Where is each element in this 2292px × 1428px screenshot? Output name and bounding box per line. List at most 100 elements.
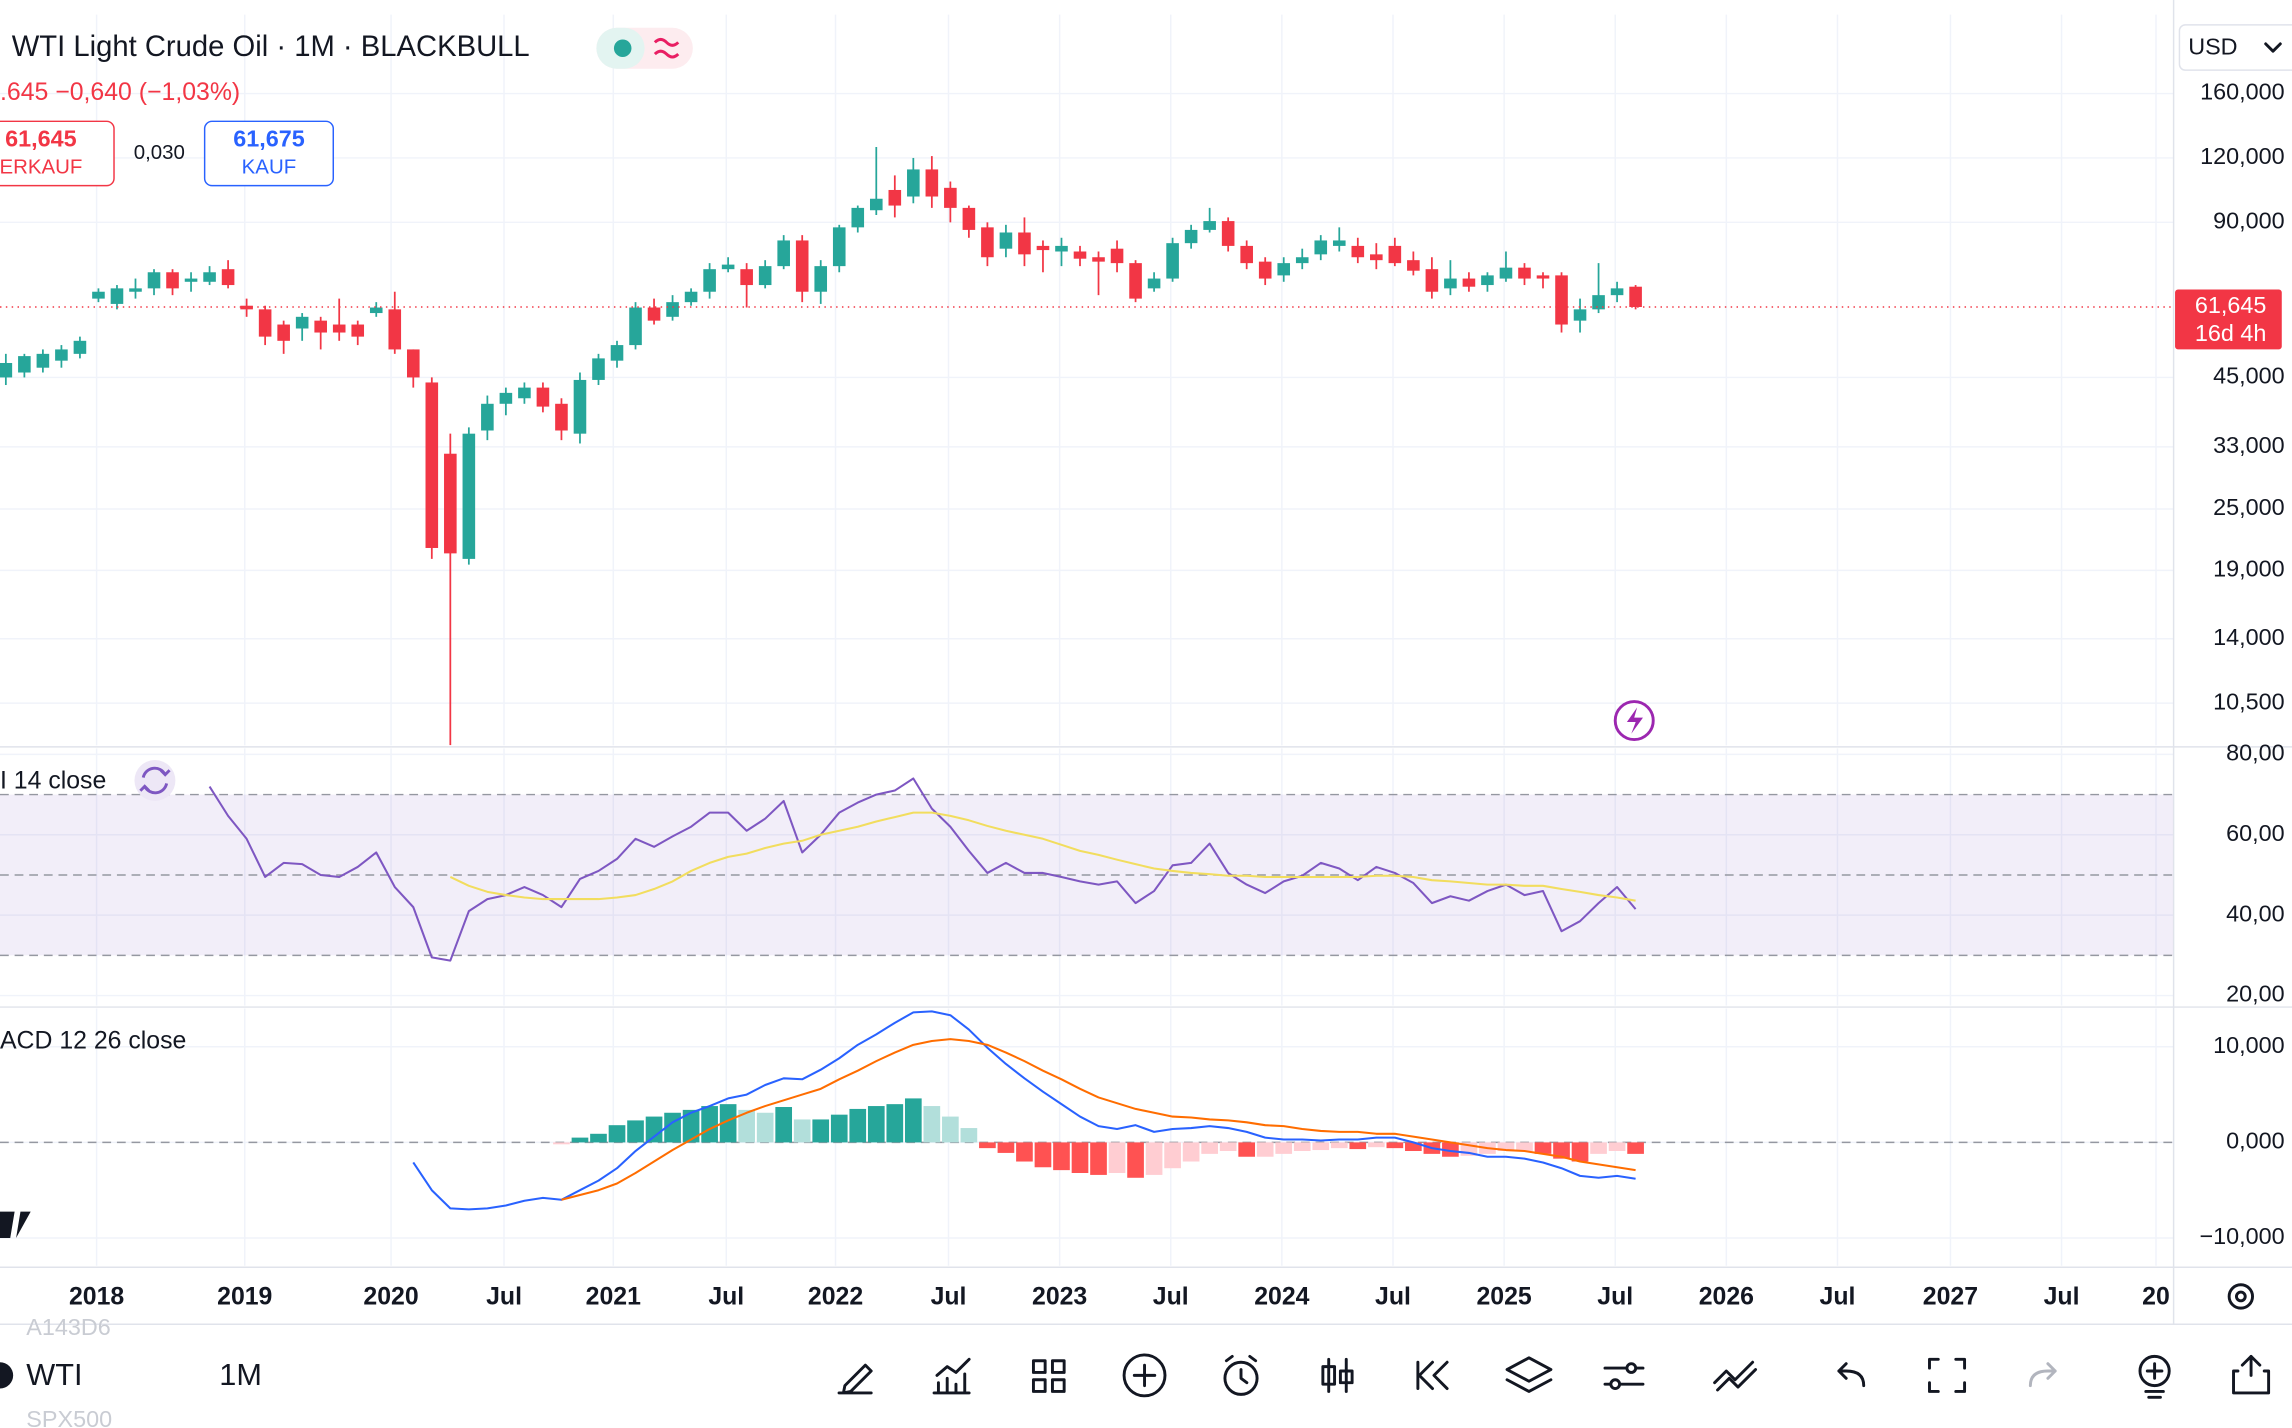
- candle-body: [666, 302, 679, 317]
- replay-tool[interactable]: [1416, 1360, 1449, 1390]
- histogram-bar: [886, 1104, 904, 1143]
- histogram-bar: [682, 1109, 700, 1143]
- indicator-line: [208, 777, 1637, 962]
- histogram-bar: [1201, 1142, 1218, 1154]
- sell-label: ERKAUF: [0, 155, 82, 178]
- watchlist-prev: A143D6: [26, 1314, 110, 1340]
- candle-body: [832, 227, 846, 267]
- candle-body: [0, 362, 13, 378]
- candle-body: [203, 272, 216, 282]
- interval[interactable]: 1M: [219, 1357, 262, 1392]
- candle-body: [814, 266, 828, 292]
- candle-body: [1073, 251, 1087, 259]
- buy-price: 61,675: [233, 125, 305, 151]
- histogram-bar: [923, 1106, 941, 1143]
- alert-lightning[interactable]: [1613, 700, 1655, 742]
- redo-tool[interactable]: [2028, 1362, 2057, 1388]
- candle-body: [1184, 229, 1198, 244]
- candle-body: [703, 269, 716, 292]
- histogram-bar: [849, 1108, 867, 1143]
- toolbar: [837, 1353, 2271, 1399]
- rsi-title: I 14 close: [0, 768, 106, 795]
- candle-body: [1332, 240, 1346, 246]
- candle-body: [406, 349, 420, 378]
- histogram-bar: [793, 1119, 811, 1143]
- layers-tool[interactable]: [1505, 1356, 1553, 1393]
- y-tick-label: −10,000: [2200, 1223, 2285, 1249]
- x-tick-label: 2023: [1032, 1283, 1087, 1310]
- histogram-bar: [1238, 1142, 1256, 1157]
- histogram-bar: [645, 1116, 663, 1143]
- histogram-bar: [1108, 1142, 1126, 1173]
- candle-body: [721, 264, 735, 270]
- chart-title: WTI Light Crude Oil · 1M · BLACKBULL: [12, 31, 530, 63]
- x-tick-label: Jul: [1153, 1283, 1189, 1310]
- candle-body: [907, 169, 920, 197]
- x-tick-label: 2021: [586, 1283, 641, 1310]
- indicator-line: [449, 811, 1636, 902]
- share-tool[interactable]: [2232, 1354, 2271, 1395]
- candle-body: [758, 266, 772, 286]
- candle-body: [166, 272, 179, 289]
- y-tick-label: 25,000: [2213, 494, 2285, 520]
- histogram-bar: [1127, 1142, 1144, 1178]
- indicator-line: [412, 1010, 1636, 1211]
- fullscreen-tool[interactable]: [1928, 1357, 1967, 1393]
- candle-body: [795, 240, 809, 292]
- histogram-bar: [1182, 1142, 1200, 1162]
- candle-body: [629, 307, 642, 346]
- undo-tool[interactable]: [1837, 1362, 1866, 1388]
- candle-body: [962, 207, 976, 230]
- histogram-bar: [590, 1133, 607, 1143]
- histogram-bar: [1145, 1142, 1163, 1175]
- candle-body: [925, 169, 939, 197]
- candle-body: [73, 340, 87, 354]
- candle-body: [1314, 240, 1328, 255]
- sell-button[interactable]: 61,645 ERKAUF: [0, 120, 115, 187]
- axis-settings[interactable]: [2227, 1283, 2254, 1310]
- histogram-bar: [1386, 1142, 1404, 1149]
- candle-body: [351, 324, 365, 337]
- candle-body: [1055, 245, 1068, 252]
- candle-body: [1258, 261, 1272, 279]
- candle-body: [1388, 245, 1402, 264]
- sell-box: [0, 120, 115, 187]
- candle-body: [369, 307, 383, 314]
- layout-tool[interactable]: [1031, 1359, 1066, 1393]
- candle-body: [888, 189, 902, 206]
- buy-button[interactable]: 61,675 KAUF: [203, 120, 335, 187]
- countdown: 16d 4h: [2195, 320, 2267, 346]
- idea-tool[interactable]: [2138, 1354, 2171, 1388]
- y-tick-label: 0,000: [2226, 1128, 2285, 1154]
- candle-body: [1462, 278, 1476, 287]
- x-tick-label: 2019: [217, 1283, 272, 1310]
- candle-body: [462, 433, 476, 559]
- compare-tool[interactable]: [1713, 1360, 1758, 1392]
- alert-tool[interactable]: [1223, 1360, 1259, 1396]
- candle-body: [1481, 275, 1494, 286]
- x-tick-label: Jul: [486, 1283, 522, 1310]
- histogram-bar: [701, 1106, 718, 1143]
- x-tick-label: Jul: [1375, 1283, 1411, 1310]
- y-tick-label: 33,000: [2213, 432, 2285, 458]
- candle-body: [1129, 263, 1142, 299]
- histogram-bar: [830, 1114, 848, 1143]
- candle-body: [18, 356, 31, 373]
- candle-body: [55, 349, 68, 361]
- y-tick-label: 80,00: [2226, 740, 2285, 766]
- candle-body: [1425, 269, 1439, 292]
- candle-body: [1166, 243, 1179, 279]
- status-pill[interactable]: [596, 27, 693, 69]
- data-icon: [653, 38, 680, 59]
- add-tool[interactable]: [1122, 1353, 1167, 1398]
- chart-type-tool[interactable]: [1321, 1357, 1354, 1393]
- currency-select[interactable]: USD: [2178, 24, 2292, 71]
- draw-tool[interactable]: [837, 1363, 873, 1395]
- symbol[interactable]: WTI: [26, 1357, 82, 1392]
- candle-body: [110, 288, 124, 304]
- indicators-tool[interactable]: [932, 1357, 971, 1395]
- histogram-bar: [1293, 1142, 1311, 1152]
- rsi-refresh[interactable]: [134, 760, 176, 801]
- candle-body: [1351, 245, 1365, 258]
